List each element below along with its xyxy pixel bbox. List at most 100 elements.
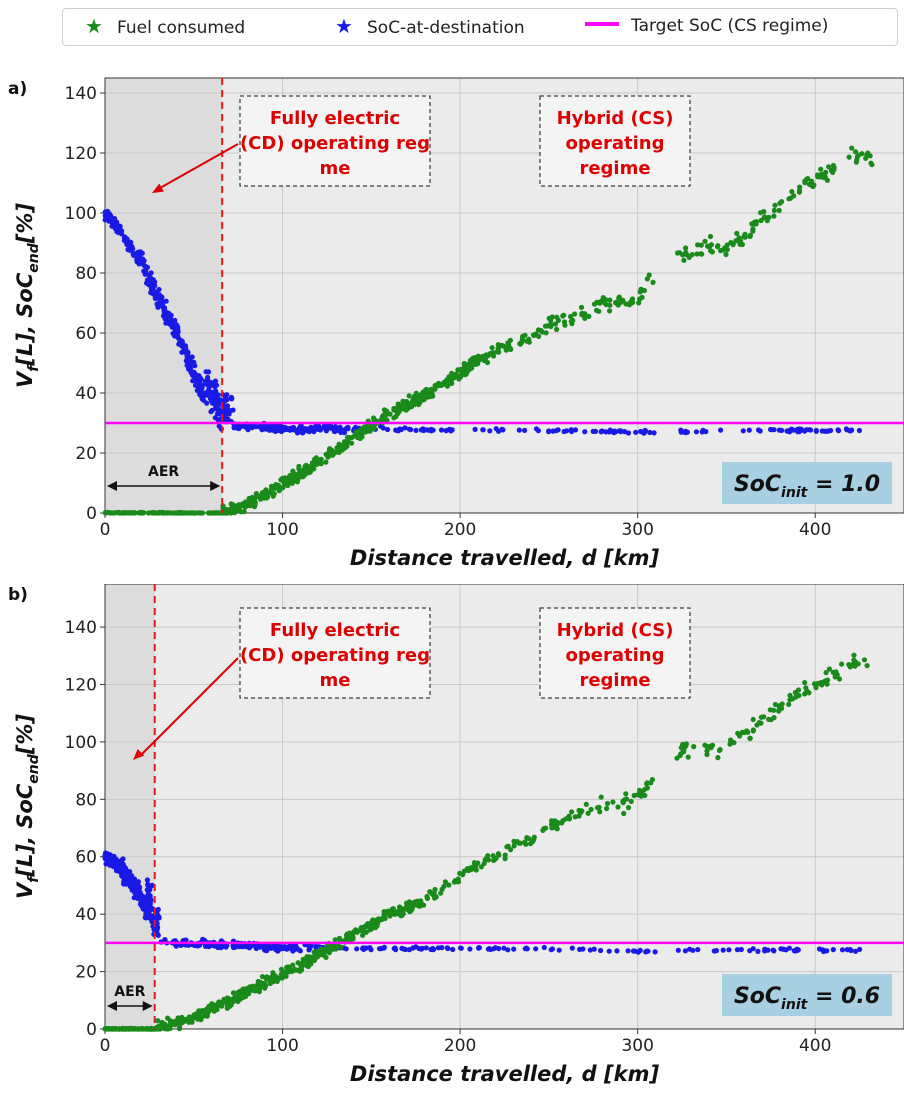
soc-point (804, 427, 810, 433)
fuel-point (407, 908, 413, 914)
fuel-point (849, 145, 855, 151)
fuel-point (232, 510, 238, 516)
fuel-point (869, 162, 875, 168)
fuel-point (204, 1013, 210, 1019)
fuel-point (315, 461, 321, 467)
soc-point (496, 428, 502, 434)
soc-point (299, 426, 305, 432)
fuel-point (258, 493, 264, 499)
fuel-point (791, 193, 797, 199)
fuel-point (851, 652, 857, 658)
fuel-point (772, 202, 778, 208)
panel-label: a) (8, 79, 27, 99)
fuel-point (620, 800, 626, 806)
fuel-point (507, 337, 513, 343)
soc-point (408, 427, 414, 433)
fuel-point (637, 296, 643, 302)
fuel-point (826, 666, 833, 672)
fuel-point (467, 363, 473, 369)
soc-point (549, 946, 556, 952)
fuel-point (280, 485, 286, 491)
fuel-point (764, 218, 770, 224)
fuel-point (586, 313, 592, 319)
soc-point (202, 378, 208, 384)
soc-point (450, 946, 456, 953)
fuel-point (702, 238, 708, 244)
fuel-point (776, 207, 782, 213)
fuel-point (360, 932, 366, 938)
fuel-point (271, 483, 277, 489)
x-tick-label: 200 (444, 520, 476, 540)
soc-init-box (722, 974, 892, 1016)
fuel-point (104, 510, 110, 516)
soc-point (606, 948, 612, 954)
fuel-point (395, 404, 401, 410)
soc-point (225, 408, 231, 414)
fuel-point (424, 893, 430, 900)
fuel-point (545, 323, 551, 329)
y-tick-label: 60 (75, 324, 97, 344)
fuel-point (758, 720, 764, 726)
fuel-point (694, 251, 700, 257)
fuel-point (184, 510, 190, 516)
y-tick-label: 20 (75, 963, 97, 983)
cd-regime-annotation-box (239, 95, 431, 187)
fuel-point (341, 439, 348, 445)
aer-arrow-right-head (210, 481, 221, 491)
soc-point (288, 945, 294, 952)
fuel-point (116, 510, 122, 516)
soc-point (756, 427, 762, 433)
fuel-point (244, 502, 250, 508)
fuel-point (707, 233, 714, 240)
soc-point (443, 428, 449, 434)
soc-point (675, 947, 681, 953)
soc-point (771, 948, 777, 954)
fuel-point (490, 350, 496, 356)
cs-regime-annotation-text-line: regime (579, 158, 650, 179)
soc-point (856, 427, 863, 434)
fuel-point (594, 805, 601, 811)
fuel-point (263, 983, 269, 989)
fuel-point (818, 166, 824, 172)
fuel-point (290, 962, 296, 968)
soc-point (264, 948, 270, 954)
fuel-point (432, 895, 438, 901)
cd-pointer-arrow (159, 143, 239, 189)
soc-point (533, 426, 540, 432)
soc-point (423, 945, 429, 951)
fuel-point (750, 228, 756, 234)
fuel-point (307, 466, 313, 472)
fuel-point (455, 367, 461, 373)
fuel-point (562, 322, 568, 328)
soc-point (323, 425, 329, 431)
fuel-point (786, 701, 792, 707)
fuel-point (607, 297, 613, 303)
fuel-point (230, 990, 237, 996)
fuel-point (598, 794, 604, 800)
fuel-point (455, 879, 462, 885)
fuel-point (128, 1026, 134, 1032)
fuel-point (275, 975, 281, 981)
fuel-point (836, 676, 843, 682)
soc-point (188, 368, 194, 374)
soc-point (746, 427, 752, 433)
soc-point (720, 947, 726, 953)
fuel-point (125, 510, 132, 516)
fuel-point (472, 361, 478, 367)
fuel-point (327, 446, 333, 452)
fuel-point (177, 1024, 183, 1030)
fuel-point (549, 314, 555, 320)
fuel-point (259, 980, 265, 986)
soc-point (266, 943, 272, 949)
fuel-point (148, 1025, 154, 1031)
fuel-point (245, 985, 251, 991)
fuel-point (331, 946, 337, 952)
fuel-point (191, 510, 197, 516)
soc-point (261, 943, 267, 949)
soc-point (718, 427, 724, 433)
chart-legend: ★ Fuel consumed ★ SoC-at-destination Targe… (62, 8, 898, 46)
fuel-point (680, 741, 686, 747)
soc-point (572, 427, 579, 433)
soc-point (200, 393, 206, 399)
soc-point (783, 947, 789, 953)
